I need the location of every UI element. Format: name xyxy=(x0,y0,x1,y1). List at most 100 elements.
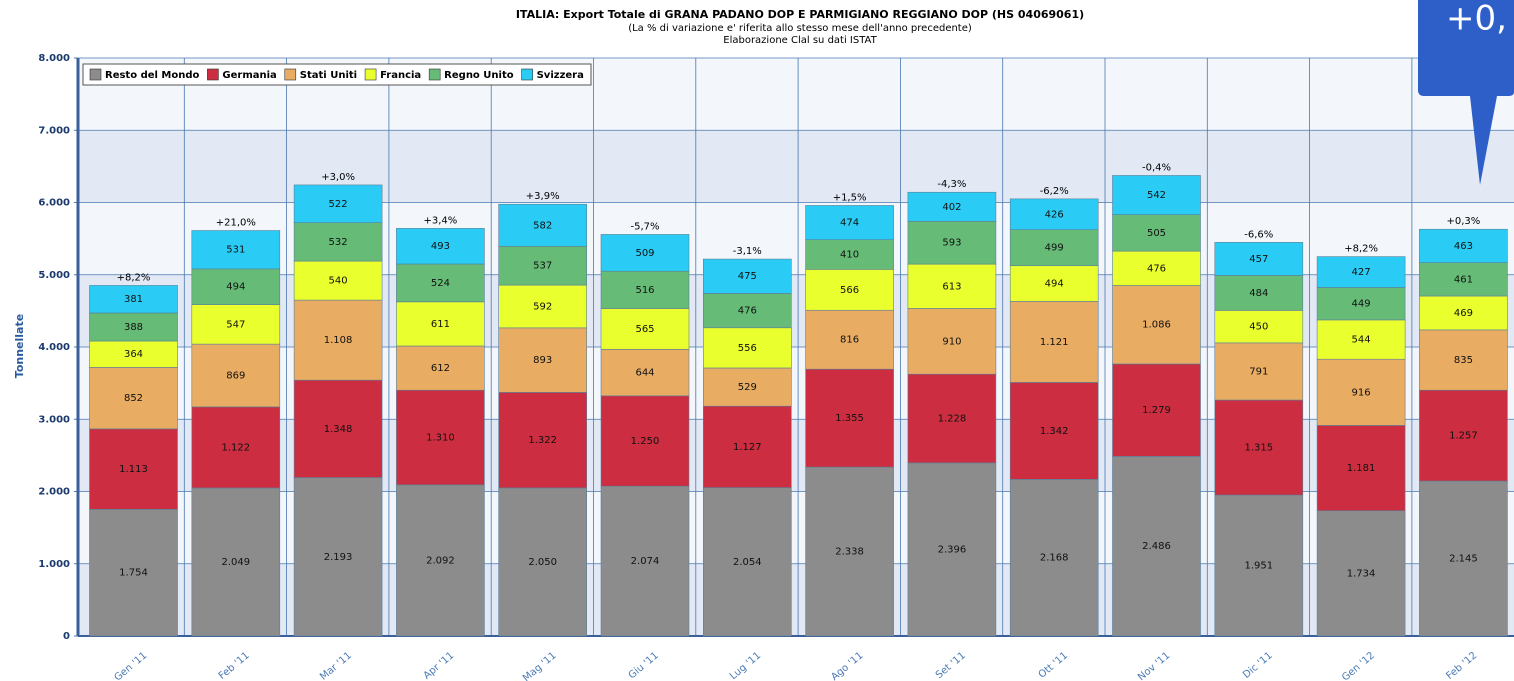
bar-segment xyxy=(191,487,281,637)
change-label: -3,1% xyxy=(733,246,762,257)
change-label: -6,2% xyxy=(1040,186,1069,197)
bar-segment xyxy=(1419,295,1508,331)
data-label: 529 xyxy=(738,382,757,393)
data-label: 449 xyxy=(1352,299,1371,310)
bar-segment xyxy=(89,508,178,637)
x-tick-label: Giu '11 xyxy=(627,650,661,681)
data-label: 381 xyxy=(124,294,143,305)
data-label: 612 xyxy=(431,363,450,374)
bar-segment xyxy=(702,405,792,488)
change-label: -6,6% xyxy=(1244,229,1273,240)
data-label: 566 xyxy=(840,285,859,296)
bar-segment xyxy=(907,462,997,637)
bar-segment xyxy=(498,327,588,393)
chart-subtitle: (La % di variazione e' riferita allo ste… xyxy=(628,23,972,34)
bar-segment xyxy=(702,327,792,369)
data-label: 1.951 xyxy=(1244,561,1273,572)
y-tick-label: 8.000 xyxy=(38,53,70,64)
bar-segment xyxy=(498,284,588,329)
bar-segment xyxy=(89,340,178,368)
data-label: 516 xyxy=(635,285,654,296)
data-label: 2.338 xyxy=(835,547,864,558)
data-label: 556 xyxy=(738,343,757,354)
data-label: 542 xyxy=(1147,190,1166,201)
data-label: 1.279 xyxy=(1142,405,1171,416)
bar-segment xyxy=(293,477,383,637)
data-label: 1.342 xyxy=(1040,426,1069,437)
data-label: 476 xyxy=(738,306,757,317)
change-label: -4,3% xyxy=(937,179,966,190)
data-label: 494 xyxy=(226,282,245,293)
x-tick-label: Set '11 xyxy=(934,650,968,681)
data-label: 1.754 xyxy=(119,568,148,579)
bar-segment xyxy=(1112,285,1201,365)
bar-segment xyxy=(600,395,690,487)
change-label: +21,0% xyxy=(216,218,256,229)
plot-area: 0 1.000 2.000 3.000 4.000 5.000 6.000 7.000 8.00… xyxy=(38,53,1514,681)
data-label: 499 xyxy=(1045,243,1064,254)
bar-segment xyxy=(1112,214,1201,252)
legend-swatch xyxy=(89,68,102,81)
data-label: 2.145 xyxy=(1449,554,1478,565)
data-label: 1.122 xyxy=(221,442,250,453)
data-label: 613 xyxy=(942,281,961,292)
bar-segment xyxy=(702,258,792,294)
legend-swatch xyxy=(284,68,297,81)
data-label: 1.228 xyxy=(938,414,967,425)
bar-segment xyxy=(1009,198,1099,230)
bar-segment xyxy=(191,304,281,345)
bar-segment xyxy=(1214,310,1304,344)
data-label: 2.486 xyxy=(1142,541,1171,552)
data-label: 2.074 xyxy=(631,556,660,567)
bar-segment xyxy=(702,367,792,407)
bar-segment xyxy=(1214,399,1304,496)
bar-segment xyxy=(1419,228,1508,263)
data-label: 893 xyxy=(533,355,552,366)
x-tick-label: Mar '11 xyxy=(318,650,354,681)
legend-label: Francia xyxy=(380,70,421,81)
change-label: +3,0% xyxy=(321,172,355,183)
data-label: 592 xyxy=(533,301,552,312)
bar-segment xyxy=(907,263,997,309)
bar-segment xyxy=(1316,510,1406,637)
bar-segment xyxy=(396,484,485,637)
legend-swatch xyxy=(521,68,533,81)
legend-label: Germania xyxy=(222,70,276,81)
data-label: 505 xyxy=(1147,228,1166,239)
bar-segment xyxy=(396,389,485,486)
x-tick-label: Apr '11 xyxy=(422,650,457,681)
legend-label: Stati Uniti xyxy=(300,70,357,81)
data-label: 532 xyxy=(329,237,348,248)
data-label: 474 xyxy=(840,218,859,229)
bar-segment xyxy=(600,308,690,350)
data-label: 484 xyxy=(1249,288,1268,299)
data-label: 593 xyxy=(942,238,961,249)
bar-segment xyxy=(1316,287,1406,321)
change-label: +0,3% xyxy=(1447,216,1481,227)
bar-segment xyxy=(805,269,894,311)
data-label: 1.113 xyxy=(119,464,148,475)
x-tick-label: Dic '11 xyxy=(1241,650,1275,681)
bar-segment xyxy=(805,205,894,241)
data-label: 2.396 xyxy=(938,544,967,555)
bar-segment xyxy=(907,220,997,265)
data-label: 1.348 xyxy=(324,424,353,435)
data-label: 1.127 xyxy=(733,442,762,453)
bar-segment xyxy=(498,392,588,489)
bar-segment xyxy=(907,191,997,222)
bar-segment xyxy=(89,312,178,342)
bar-segment xyxy=(498,487,588,637)
bar-segment xyxy=(89,428,178,510)
data-label: 1.322 xyxy=(528,435,557,446)
bar-segment xyxy=(702,293,792,329)
y-tick-label: 1.000 xyxy=(38,559,70,570)
x-tick-label: Ago '11 xyxy=(829,650,865,681)
data-label: 565 xyxy=(635,324,654,335)
change-label: +8,2% xyxy=(1344,244,1378,255)
bar-segment xyxy=(1419,480,1508,637)
data-label: 475 xyxy=(738,271,757,282)
data-label: 611 xyxy=(431,319,450,330)
change-label: -0,4% xyxy=(1142,162,1171,173)
bar-segment xyxy=(907,308,997,375)
